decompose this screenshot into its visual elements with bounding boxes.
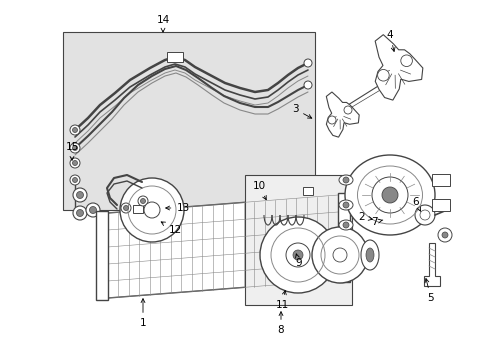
Text: 8: 8 [277,312,284,335]
Bar [244,175,351,305]
Ellipse shape [360,240,378,270]
Bar [96,211,108,300]
Bar [303,187,312,195]
Bar [337,193,349,282]
Circle shape [437,228,451,242]
Circle shape [304,59,311,67]
Circle shape [400,55,411,67]
Text: 6: 6 [412,197,420,211]
Circle shape [73,188,87,202]
Circle shape [138,196,148,206]
Bar [167,52,183,62]
Circle shape [70,143,80,153]
Circle shape [89,207,96,213]
Ellipse shape [345,155,434,235]
Ellipse shape [338,175,352,185]
Circle shape [72,127,77,132]
Circle shape [327,116,335,124]
Circle shape [311,227,367,283]
Circle shape [72,161,77,166]
Circle shape [70,158,80,168]
Text: 10: 10 [252,181,266,200]
Polygon shape [325,92,359,137]
Bar [133,205,142,213]
Circle shape [76,192,83,198]
Polygon shape [108,195,337,298]
Circle shape [140,198,145,203]
Bar [431,199,449,211]
Circle shape [342,177,348,183]
Bar [63,32,314,210]
Circle shape [76,210,83,216]
Polygon shape [374,35,422,100]
Circle shape [381,187,397,203]
Circle shape [72,177,77,183]
Text: 1: 1 [140,299,146,328]
Circle shape [70,125,80,135]
Bar [431,174,449,186]
Circle shape [292,250,303,260]
Polygon shape [423,243,439,286]
Circle shape [342,202,348,208]
Text: 13: 13 [165,203,189,213]
Circle shape [260,217,335,293]
Circle shape [441,232,447,238]
Circle shape [120,178,183,242]
Circle shape [342,222,348,228]
Text: 11: 11 [275,291,288,310]
Circle shape [123,206,128,211]
Text: 7: 7 [370,217,382,227]
Ellipse shape [338,220,352,230]
Circle shape [86,203,100,217]
Circle shape [121,203,131,213]
Circle shape [70,175,80,185]
Circle shape [377,69,388,81]
Ellipse shape [365,248,373,262]
Text: 12: 12 [161,222,181,235]
Circle shape [414,205,434,225]
Circle shape [73,206,87,220]
Circle shape [419,210,429,220]
Text: 4: 4 [386,30,394,51]
Circle shape [143,202,160,218]
Text: 15: 15 [65,142,79,160]
Text: 9: 9 [295,254,302,268]
Circle shape [371,177,407,213]
Circle shape [343,106,351,114]
Circle shape [332,248,346,262]
Circle shape [72,145,77,150]
Ellipse shape [338,200,352,210]
Circle shape [285,243,309,267]
Text: 5: 5 [424,279,433,303]
Text: 2: 2 [358,212,371,222]
Text: 14: 14 [156,15,169,32]
Text: 3: 3 [291,104,311,118]
Circle shape [304,81,311,89]
